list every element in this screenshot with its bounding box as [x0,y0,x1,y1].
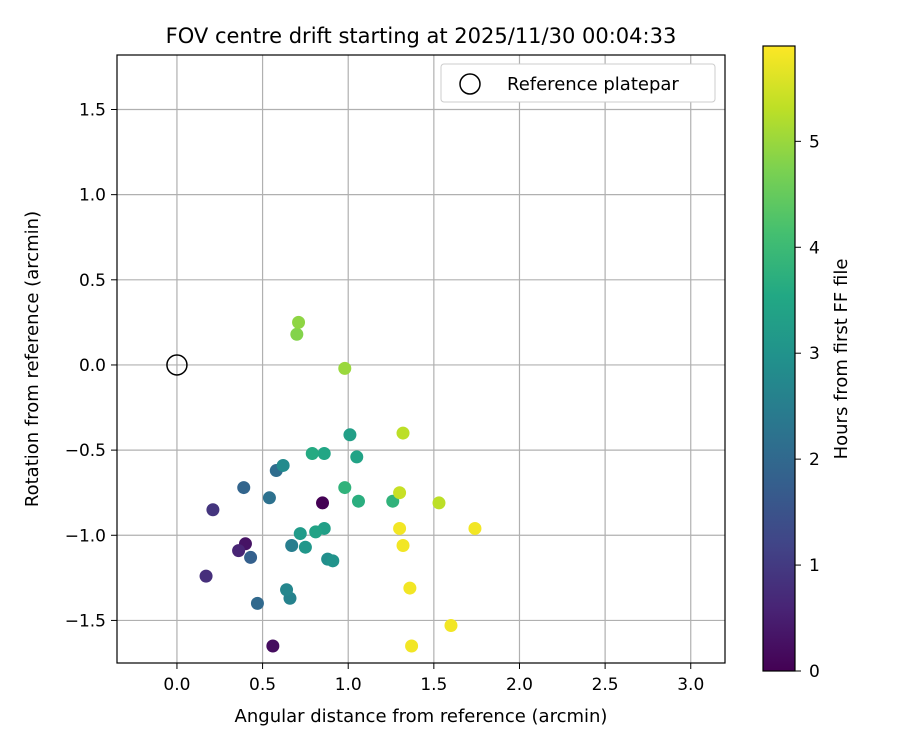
colorbar-tick-label: 1 [809,556,820,576]
y-tick-label: 1.5 [79,100,106,120]
colorbar-tick-label: 2 [809,450,820,470]
x-tick-label: 3.0 [677,675,704,695]
scatter-point [276,458,290,472]
colorbar-label: Hours from first FF file [831,259,852,460]
x-axis-ticks: 0.0 0.5 1.0 1.5 2.0 2.5 3.0 [163,663,704,695]
legend-reference-label: Reference platepar [507,74,679,95]
scatter-point [305,447,319,461]
scatter-point [393,521,407,535]
scatter-point [292,315,306,329]
scatter-point [293,527,307,541]
scatter-point [290,327,304,341]
scatter-points [199,315,482,653]
scatter-point [396,538,410,552]
scatter-point [237,481,251,495]
y-axis-label: Rotation from reference (arcmin) [22,211,43,507]
scatter-point [266,639,280,653]
scatter-point [317,447,331,461]
scatter-point [405,639,419,653]
x-tick-label: 0.5 [249,675,276,695]
scatter-point [206,503,220,517]
scatter-point [338,481,352,495]
x-tick-label: 2.0 [506,675,533,695]
scatter-point [468,521,482,535]
legend-reference-marker [459,73,481,95]
colorbar-tick-label: 5 [809,132,820,152]
colorbar-tick-label: 3 [809,344,820,364]
x-tick-label: 1.0 [335,675,362,695]
scatter-point [396,426,410,440]
chart-title: FOV centre drift starting at 2025/11/30 … [166,24,677,48]
y-tick-label: 0.5 [79,271,106,291]
scatter-point [351,494,365,508]
y-tick-label: −0.5 [65,441,106,461]
y-axis-ticks: −1.5 −1.0 −0.5 0.0 0.5 1.0 1.5 [65,100,117,631]
scatter-point [309,525,323,539]
y-tick-label: 1.0 [79,186,106,206]
scatter-point [326,554,340,568]
scatter-point [432,496,446,510]
colorbar-gradient [762,45,796,672]
scatter-point [280,583,294,597]
scatter-point [244,550,258,564]
scatter-point [316,496,330,510]
y-tick-label: 0.0 [79,356,106,376]
scatter-point [298,540,312,554]
y-tick-label: −1.0 [65,526,106,546]
scatter-point [285,538,299,552]
scatter-point [338,361,352,375]
plot-frame [116,54,726,664]
scatter-point [262,491,276,505]
x-axis-label: Angular distance from reference (arcmin) [235,706,608,727]
reference-marker [166,354,188,376]
scatter-point [343,428,357,442]
colorbar-tick-label: 0 [809,662,820,682]
scatter-point [403,581,417,595]
scatter-point [350,450,364,464]
scatter-point [232,544,246,558]
x-tick-label: 0.0 [163,675,190,695]
x-tick-label: 2.5 [592,675,619,695]
scatter-point [250,596,264,610]
x-tick-label: 1.5 [420,675,447,695]
colorbar-tick-label: 4 [809,238,820,258]
scatter-point [444,619,458,633]
legend: Reference platepar [440,63,716,103]
legend-box [440,63,716,103]
scatter-point [393,486,407,500]
colorbar-ticks: 0 1 2 3 4 5 [795,132,820,682]
scatter-point [199,569,213,583]
y-tick-label: −1.5 [65,611,106,631]
colorbar: 0 1 2 3 4 5 Hours from first FF file [762,45,852,682]
grid [117,55,725,663]
